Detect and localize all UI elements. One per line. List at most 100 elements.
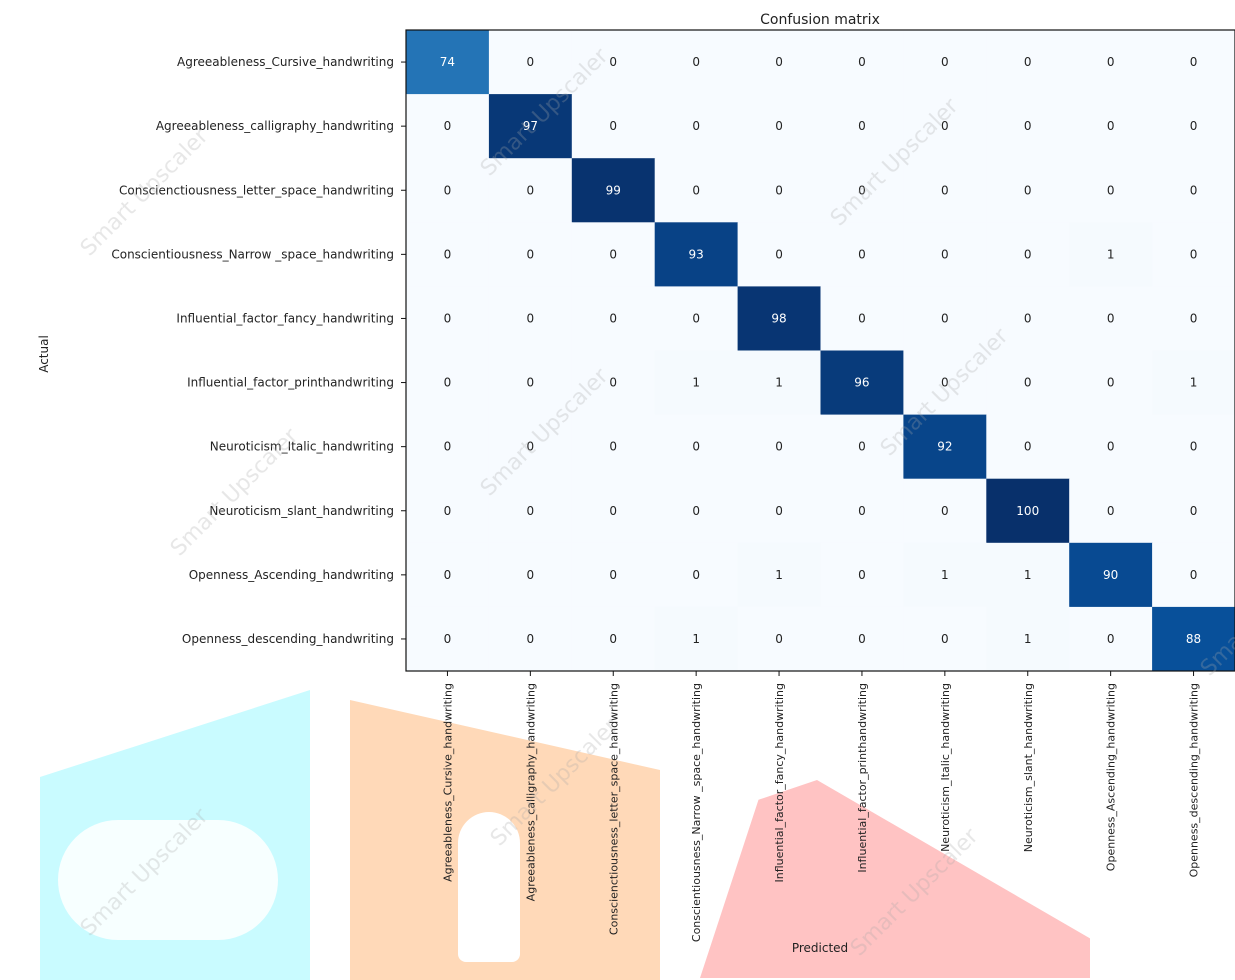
heatmap-cell-value-r4-c5: 0 xyxy=(858,311,866,325)
heatmap-cell-value-r1-c7: 0 xyxy=(1024,119,1032,133)
heatmap-cell-r3-c2 xyxy=(571,222,656,287)
heatmap-cell-value-r2-c0: 0 xyxy=(444,183,452,197)
x-tick-label: Openness_Ascending_handwriting xyxy=(1105,683,1118,871)
heatmap-cell-value-r3-c7: 0 xyxy=(1024,247,1032,261)
heatmap-cell-value-r0-c7: 0 xyxy=(1024,55,1032,69)
heatmap-cell-r9-c8 xyxy=(1069,606,1153,672)
heatmap-cell-value-r6-c5: 0 xyxy=(858,440,866,454)
heatmap-cell-value-r0-c4: 0 xyxy=(775,55,783,69)
heatmap-cell-r2-c5 xyxy=(820,158,904,223)
x-tick-label: Agreeableness_calligraphy_handwriting xyxy=(524,683,537,901)
y-tick-labels: Agreeableness_Cursive_handwriting Agreeab… xyxy=(111,55,406,646)
heatmap-cell-value-r1-c0: 0 xyxy=(444,119,452,133)
heatmap-cell-r0-c1 xyxy=(488,30,573,95)
heatmap-cell-value-r3-c0: 0 xyxy=(444,247,452,261)
heatmap-cell-value-r1-c8: 0 xyxy=(1107,119,1115,133)
heatmap-cell-r9-c5 xyxy=(820,606,904,672)
heatmap-cell-r4-c1 xyxy=(488,286,573,351)
y-tick-label: Influential_factor_fancy_handwriting xyxy=(176,311,394,325)
chart-title: Confusion matrix xyxy=(760,12,880,28)
heatmap-cell-value-r1-c2: 0 xyxy=(609,119,617,133)
y-tick-label: Agreeableness_calligraphy_handwriting xyxy=(156,119,394,133)
heatmap-cell-value-r4-c1: 0 xyxy=(527,311,535,325)
heatmap-cell-value-r3-c2: 0 xyxy=(609,247,617,261)
heatmap-cell-value-r7-c2: 0 xyxy=(609,504,617,518)
heatmap-cell-value-r5-c6: 0 xyxy=(941,376,949,390)
heatmap-cell-value-r0-c3: 0 xyxy=(692,55,700,69)
heatmap-cell-r4-c0 xyxy=(406,286,490,351)
heatmap-cell-r5-c1 xyxy=(488,350,573,416)
heatmap-cell-r0-c9 xyxy=(1152,30,1235,95)
heatmap-cell-r1-c0 xyxy=(406,94,490,159)
heatmap-cell-r7-c7 xyxy=(986,478,1070,544)
heatmap-cell-r0-c5 xyxy=(820,30,904,95)
heatmap-cell-value-r9-c9: 88 xyxy=(1186,632,1201,646)
heatmap-cell-value-r7-c5: 0 xyxy=(858,504,866,518)
heatmap-cell-r0-c0 xyxy=(406,30,490,95)
y-tick-label: Influential_factor_printhandwriting xyxy=(187,376,394,390)
heatmap-cell-r3-c7 xyxy=(986,222,1070,287)
heatmap-cell-value-r9-c7: 1 xyxy=(1024,632,1032,646)
heatmap-cell-r0-c7 xyxy=(986,30,1070,95)
x-axis-label: Predicted xyxy=(792,941,848,955)
heatmap-cell-value-r0-c1: 0 xyxy=(527,55,535,69)
heatmap-cell-value-r4-c6: 0 xyxy=(941,311,949,325)
heatmap-cell-r7-c0 xyxy=(406,478,490,544)
heatmap-cell-r6-c4 xyxy=(737,414,821,480)
heatmap-cell-value-r5-c7: 0 xyxy=(1024,376,1032,390)
heatmap-cell-value-r0-c5: 0 xyxy=(858,55,866,69)
x-tick-label: Openness_descending_handwriting xyxy=(1188,683,1201,877)
y-tick-label: Conscienctiousness_letter_space_handwrit… xyxy=(119,183,394,197)
heatmap-cell-r0-c8 xyxy=(1069,30,1153,95)
heatmap-cell-value-r1-c5: 0 xyxy=(858,119,866,133)
heatmap-cell-r0-c6 xyxy=(903,30,987,95)
heatmap-cell-r1-c1 xyxy=(488,94,573,159)
heatmap-cell-r5-c9 xyxy=(1152,350,1235,416)
heatmap-cell-value-r3-c8: 1 xyxy=(1107,247,1115,261)
heatmap-cell-value-r6-c1: 0 xyxy=(527,440,535,454)
heatmap-cell-r3-c4 xyxy=(737,222,821,287)
heatmap-cell-value-r2-c7: 0 xyxy=(1024,183,1032,197)
heatmap-cell-r7-c2 xyxy=(571,478,656,544)
heatmap-cell-r8-c6 xyxy=(903,542,987,608)
heatmap-cell-r1-c9 xyxy=(1152,94,1235,159)
heatmap-cell-value-r2-c2: 99 xyxy=(606,183,621,197)
heatmap-cell-value-r9-c3: 1 xyxy=(692,632,700,646)
heatmap-cell-value-r9-c6: 0 xyxy=(941,632,949,646)
heatmap-cell-value-r7-c6: 0 xyxy=(941,504,949,518)
heatmap-cell-r6-c7 xyxy=(986,414,1070,480)
heatmap-cell-value-r6-c7: 0 xyxy=(1024,440,1032,454)
heatmap-cell-r6-c8 xyxy=(1069,414,1153,480)
heatmap-cell-value-r9-c0: 0 xyxy=(444,632,452,646)
heatmap-cell-r3-c1 xyxy=(488,222,573,287)
heatmap-cell-value-r4-c7: 0 xyxy=(1024,311,1032,325)
heatmap-cell-value-r1-c6: 0 xyxy=(941,119,949,133)
heatmap-cell-value-r3-c3: 93 xyxy=(689,247,704,261)
heatmap-cell-r4-c2 xyxy=(571,286,656,351)
heatmap-cell-r8-c2 xyxy=(571,542,656,608)
heatmap-cell-value-r3-c1: 0 xyxy=(527,247,535,261)
heatmap-cell-value-r5-c3: 1 xyxy=(692,376,700,390)
heatmap-cell-value-r8-c9: 0 xyxy=(1190,568,1198,582)
heatmap-cell-value-r5-c2: 0 xyxy=(609,376,617,390)
heatmap-cell-r3-c0 xyxy=(406,222,490,287)
heatmap-cell-value-r2-c5: 0 xyxy=(858,183,866,197)
heatmap-cell-value-r7-c4: 0 xyxy=(775,504,783,518)
heatmap-cell-r3-c8 xyxy=(1069,222,1153,287)
heatmap-cell-r1-c7 xyxy=(986,94,1070,159)
heatmap-cell-r2-c4 xyxy=(737,158,821,223)
heatmap-cell-value-r2-c9: 0 xyxy=(1190,183,1198,197)
heatmap-cell-r4-c6 xyxy=(903,286,987,351)
heatmap-cell-r4-c5 xyxy=(820,286,904,351)
heatmap-cell-value-r5-c0: 0 xyxy=(444,376,452,390)
heatmap-cell-r4-c3 xyxy=(654,286,739,351)
x-tick-label: Conscienctiousness_letter_space_handwrit… xyxy=(607,683,620,935)
heatmap-cell-value-r6-c8: 0 xyxy=(1107,440,1115,454)
heatmap-cell-r3-c6 xyxy=(903,222,987,287)
heatmap-cell-value-r7-c3: 0 xyxy=(692,504,700,518)
heatmap-cell-r5-c0 xyxy=(406,350,490,416)
heatmap-cell-r8-c5 xyxy=(820,542,904,608)
heatmap-cell-value-r0-c6: 0 xyxy=(941,55,949,69)
heatmap-cell-r2-c6 xyxy=(903,158,987,223)
heatmap-cell-r7-c3 xyxy=(654,478,739,544)
